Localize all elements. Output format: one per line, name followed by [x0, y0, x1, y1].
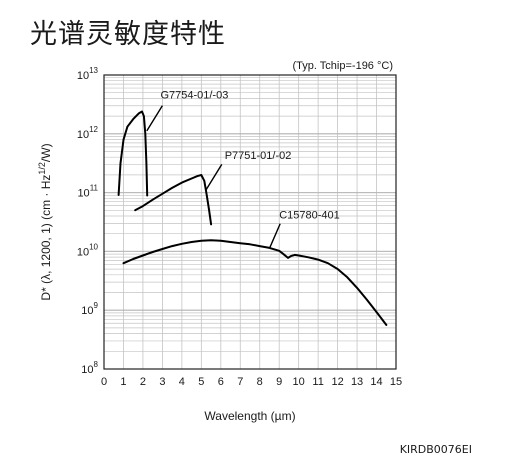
- plot-frame: [103, 74, 397, 370]
- series-line-1: [117, 110, 149, 197]
- x-tick-label: 5: [198, 376, 204, 388]
- page-title: 光谱灵敏度特性: [30, 19, 226, 50]
- series-line-2: [134, 174, 213, 226]
- series-leader-2: [205, 164, 223, 191]
- y-tick-label: 1012: [77, 125, 99, 141]
- y-tick-label: 1010: [77, 242, 99, 258]
- y-axis-label-main: D* (λ, 1200, 1) (cm · Hz: [39, 175, 53, 301]
- x-tick-label: 3: [159, 376, 165, 388]
- document-code: KIRDB0076EI: [399, 443, 472, 456]
- x-tick-label: 13: [351, 376, 363, 388]
- x-tick-label: 1: [120, 376, 126, 388]
- x-axis-label: Wavelength (µm): [204, 409, 295, 423]
- series-label-2: P7751-01/-02: [225, 150, 292, 162]
- x-tick-label: 12: [331, 376, 343, 388]
- grid-layer: [104, 75, 396, 369]
- y-axis-label-end: /W): [39, 143, 53, 162]
- x-tick-label: 11: [312, 376, 323, 388]
- x-tick-label: 0: [101, 376, 107, 388]
- x-tick-label: 2: [140, 376, 146, 388]
- y-axis-label-sup: 1/2: [37, 162, 47, 175]
- x-tick-label: 15: [390, 376, 402, 388]
- y-tick-label: 1011: [77, 184, 98, 200]
- x-tick-label: 9: [276, 376, 282, 388]
- series-line-3: [122, 239, 388, 326]
- x-tick-labels: 0 1 2 3 4 5 6 7 8 9 10 11 12 13 14 15: [101, 376, 402, 388]
- x-tick-label: 8: [257, 376, 263, 388]
- x-tick-label: 14: [370, 376, 382, 388]
- x-tick-label: 6: [218, 376, 224, 388]
- series-label-3: C15780-401: [279, 209, 340, 221]
- y-tick-labels: 1013 1012 1011 1010 109 108: [77, 66, 99, 376]
- series-label-1: G7754-01/-03: [160, 90, 228, 102]
- series-leader-1: [146, 105, 163, 132]
- y-axis-label: D* (λ, 1200, 1) (cm · Hz1/2/W): [37, 143, 53, 300]
- x-tick-label: 4: [179, 376, 185, 388]
- y-tick-label: 109: [81, 301, 98, 317]
- y-tick-label: 108: [81, 360, 98, 376]
- series-leader-3: [268, 223, 281, 249]
- condition-note: (Typ. Tchip=-196 °C): [293, 60, 394, 72]
- x-tick-label: 10: [293, 376, 305, 388]
- y-tick-label: 1013: [77, 66, 99, 82]
- x-tick-label: 7: [237, 376, 243, 388]
- series-layer: G7754-01/-03 P7751-01/-02 C15780-401: [117, 90, 388, 326]
